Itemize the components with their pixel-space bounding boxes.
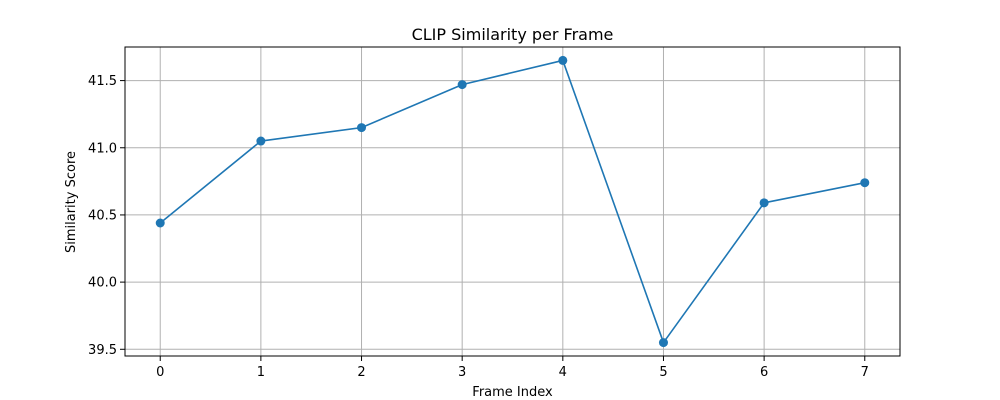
y-tick-label: 39.5	[88, 343, 117, 358]
series-layer	[155, 55, 870, 348]
chart-title: CLIP Similarity per Frame	[412, 25, 614, 44]
data-point	[658, 338, 668, 348]
data-point	[558, 55, 568, 65]
data-point	[759, 198, 769, 208]
data-point	[256, 136, 266, 146]
grid	[125, 47, 900, 356]
data-point	[357, 123, 367, 133]
x-axis-label: Frame Index	[472, 385, 553, 400]
data-point	[155, 218, 165, 228]
y-tick-label: 40.5	[88, 208, 117, 223]
x-tick-label: 2	[357, 365, 365, 380]
y-tick-label: 41.5	[88, 74, 117, 89]
x-tick-label: 7	[861, 365, 869, 380]
data-point	[457, 80, 467, 90]
series-line	[159, 59, 865, 344]
y-tick-label: 40.0	[88, 276, 117, 291]
y-axis-label: Similarity Score	[64, 151, 79, 253]
x-tick-label: 6	[760, 365, 768, 380]
x-tick-label: 0	[156, 365, 164, 380]
axis-ticks: 0 1 2 3 4 5 6 7 39.5 40.0 40.5 41.0 41.5	[88, 74, 869, 380]
y-tick-label: 41.0	[88, 141, 117, 156]
x-tick-label: 4	[559, 365, 567, 380]
data-point	[860, 178, 870, 188]
plot-area-frame	[124, 46, 901, 357]
x-tick-label: 1	[257, 365, 265, 380]
x-tick-label: 3	[458, 365, 466, 380]
x-tick-label: 5	[659, 365, 667, 380]
